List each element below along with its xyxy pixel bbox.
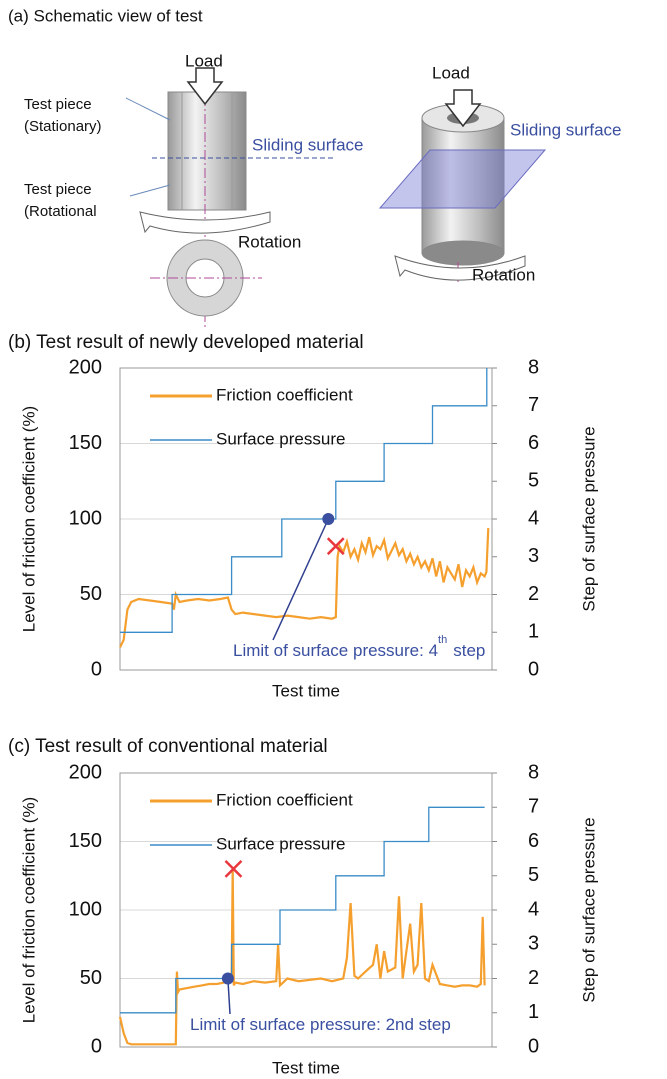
y2-tick-label: 4	[528, 507, 539, 529]
series-line	[119, 528, 490, 648]
annotation-leader	[272, 518, 330, 641]
load-label: Load	[185, 51, 223, 70]
y2-tick-label: 2	[528, 967, 539, 989]
x-axis-label: Test time	[272, 1058, 340, 1077]
series-line	[120, 806, 485, 1014]
y2-tick-label: 1	[528, 621, 539, 643]
y2-tick-label: 6	[528, 830, 539, 852]
series-line	[118, 868, 486, 1046]
limit-point	[322, 513, 335, 525]
limit-point	[221, 972, 234, 985]
y-tick-label: 200	[69, 761, 102, 783]
y-tick-label: 150	[69, 432, 102, 454]
y2-tick-label: 1	[528, 1001, 539, 1023]
annotation: Limit of surface pressure: 2nd step	[190, 1015, 451, 1034]
y-tick-label: 100	[69, 898, 102, 920]
y2-tick-label: 3	[528, 933, 539, 955]
y2-tick-label: 5	[528, 864, 539, 886]
y2-tick-label: 0	[528, 658, 539, 680]
chart-title: (b) Test result of newly developed mater…	[8, 332, 364, 353]
annotation-text: Limit of surface pressure: 2nd step	[190, 1015, 451, 1034]
y2-tick-label: 7	[528, 796, 539, 818]
rotational-label: (Rotational	[24, 203, 97, 220]
stationary-label: (Stationary)	[24, 118, 102, 135]
plot-frame	[119, 367, 493, 671]
y-tick-label: 150	[69, 830, 102, 852]
schematic-title: (a) Schematic view of test	[8, 6, 203, 25]
y2-axis-label: Step of surface pressure	[579, 817, 598, 1002]
rotation-label: Rotation	[238, 232, 301, 251]
y-tick-label: 50	[80, 967, 102, 989]
left-schematic	[125, 67, 335, 330]
legend-label: Friction coefficient	[216, 385, 353, 404]
annotation-sup: th	[438, 634, 447, 646]
y2-tick-label: 0	[528, 1035, 539, 1057]
y2-tick-label: 4	[528, 898, 539, 920]
legend-label: Surface pressure	[216, 834, 345, 853]
sliding-label: Sliding surface	[252, 135, 364, 154]
y2-tick-label: 8	[528, 761, 539, 783]
annotation: Limit of surface pressure: 4thstep	[233, 634, 485, 661]
failure-point	[326, 537, 345, 556]
legend-label: Friction coefficient	[216, 790, 353, 809]
y2-tick-label: 3	[528, 545, 539, 567]
rotation-label: Rotation	[472, 265, 535, 284]
chart-title: (c) Test result of conventional material	[8, 736, 328, 757]
y2-tick-label: 6	[528, 432, 539, 454]
sliding-label: Sliding surface	[510, 120, 622, 139]
rotational-label: Test piece	[24, 181, 92, 198]
y2-tick-label: 8	[528, 356, 539, 378]
y2-axis-label: Step of surface pressure	[579, 426, 598, 611]
annotation-after: step	[453, 641, 485, 660]
plot-frame	[119, 772, 493, 1048]
y-tick-label: 100	[69, 507, 102, 529]
y2-tick-label: 7	[528, 394, 539, 416]
y-tick-label: 200	[69, 356, 102, 378]
series-line	[120, 368, 488, 633]
y-tick-label: 50	[80, 583, 102, 605]
y-tick-label: 0	[91, 1035, 102, 1057]
right-schematic	[378, 89, 547, 282]
y2-tick-label: 5	[528, 470, 539, 492]
y2-tick-label: 2	[528, 583, 539, 605]
y-axis-label: Level of friction coefficient (%)	[19, 797, 38, 1023]
load-label: Load	[432, 63, 470, 82]
stationary-label: Test piece	[24, 96, 92, 113]
failure-point	[224, 860, 243, 878]
y-tick-label: 0	[91, 658, 102, 680]
annotation-text: Limit of surface pressure: 4	[233, 641, 438, 660]
x-axis-label: Test time	[272, 681, 340, 700]
y-axis-label: Level of friction coefficient (%)	[19, 406, 38, 632]
legend-label: Surface pressure	[216, 429, 345, 448]
